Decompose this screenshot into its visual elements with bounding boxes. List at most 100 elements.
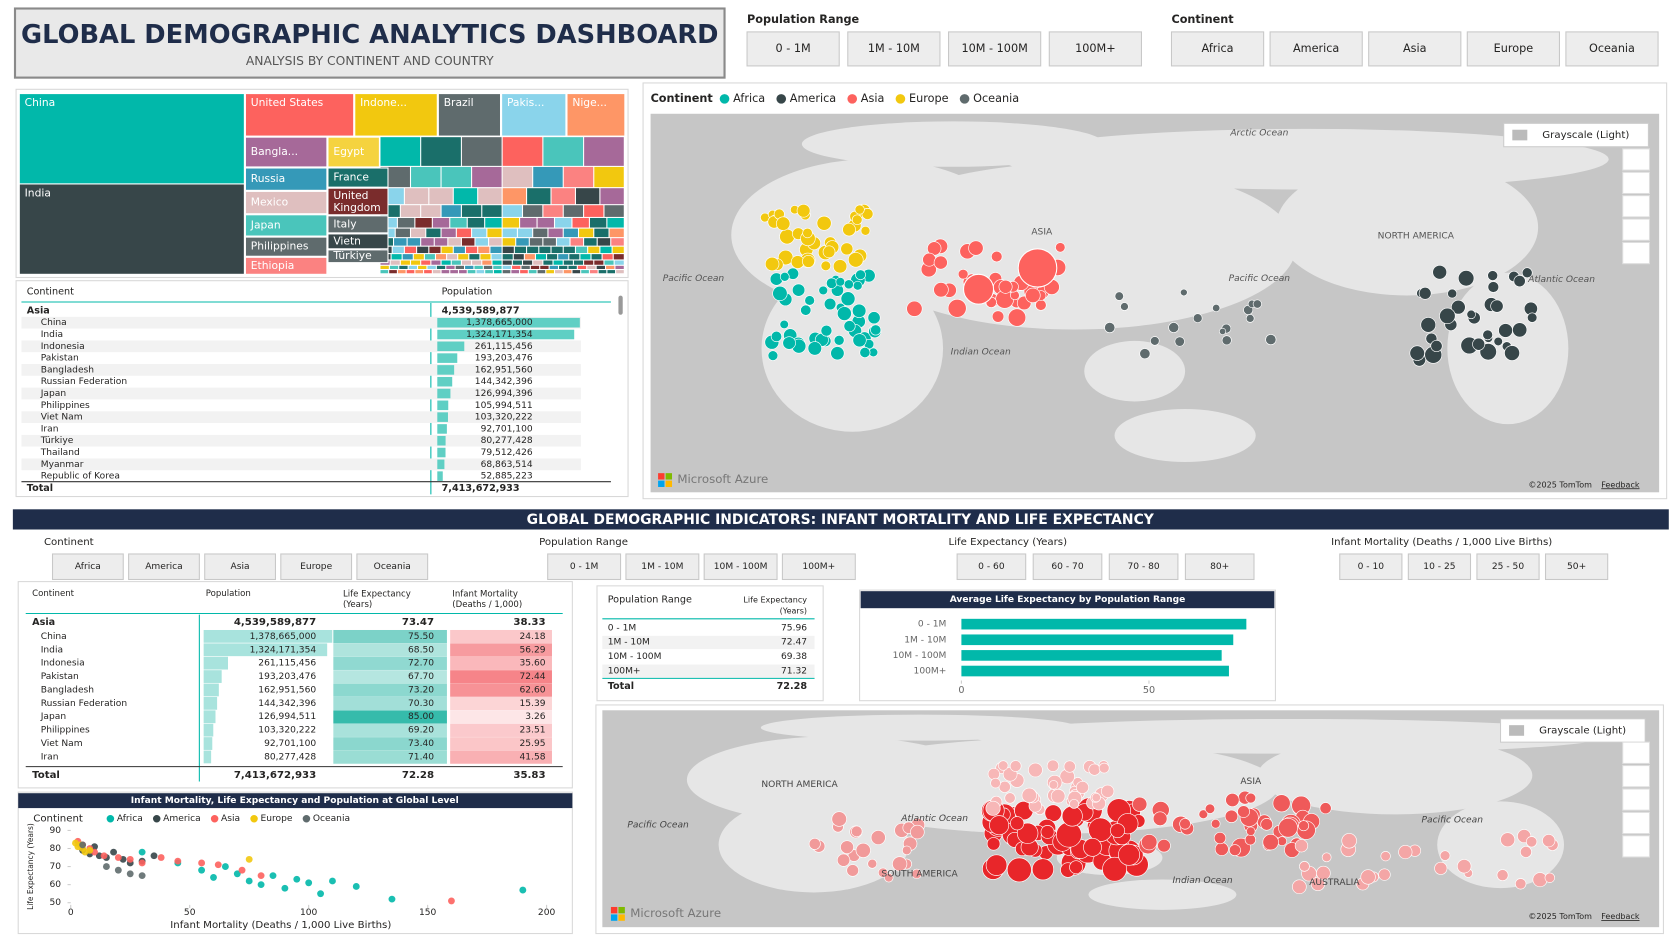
filter-button[interactable] (1170, 31, 1265, 67)
row-name: Pakistan (41, 354, 79, 364)
filter-button[interactable] (1368, 31, 1462, 67)
filter-option[interactable]: 10M - 100M (961, 42, 1027, 55)
map-feedback[interactable]: Feedback (1601, 480, 1640, 489)
filter-option[interactable]: America (1293, 42, 1339, 55)
map-control[interactable] (1622, 195, 1651, 218)
map-bubble (1513, 275, 1526, 288)
map-control[interactable] (1622, 241, 1651, 265)
brand-logo (618, 906, 625, 914)
filter-option[interactable]: Africa (1202, 42, 1234, 55)
filter-button[interactable] (625, 553, 700, 581)
filter-option[interactable]: 10 - 25 (1423, 562, 1455, 572)
filter-option[interactable]: Europe (1494, 42, 1534, 55)
row-value: 70.30 (408, 699, 434, 709)
scatter-point (198, 859, 206, 867)
map-label: Indian Ocean (951, 347, 1011, 357)
banner-title: GLOBAL DEMOGRAPHIC INDICATORS: INFANT MO… (527, 512, 1155, 528)
filter-button[interactable] (1407, 553, 1472, 581)
map-style-label[interactable]: Grayscale (Light) (1542, 130, 1629, 141)
filter-button[interactable] (847, 31, 941, 67)
y-tick-label: 50 (49, 898, 61, 908)
map-feedback[interactable]: Feedback (1601, 912, 1640, 921)
map-land (760, 714, 1078, 741)
filter-option[interactable]: 10M - 100M (714, 562, 768, 572)
filter-button[interactable] (204, 553, 276, 581)
row-name: Iran (41, 424, 59, 434)
map-style-button[interactable] (1503, 122, 1649, 148)
filter-option[interactable]: 100M+ (1075, 42, 1116, 55)
filter-option[interactable]: 0 - 60 (978, 562, 1005, 572)
filter-button[interactable] (1108, 553, 1179, 581)
map-bubble (855, 842, 871, 858)
infant-mortality-cell (450, 723, 552, 737)
filter-button[interactable] (1184, 553, 1255, 581)
filter-button[interactable] (1466, 31, 1560, 67)
map-style-button[interactable] (1499, 718, 1646, 743)
life-expectancy-cell (333, 723, 447, 737)
filter-button[interactable] (1565, 31, 1659, 67)
filter-button[interactable] (547, 553, 622, 581)
filter-option[interactable]: Asia (1403, 42, 1427, 55)
map-control[interactable] (1622, 811, 1651, 835)
filter-button[interactable] (956, 553, 1027, 581)
filter-option[interactable]: Europe (300, 562, 332, 572)
filter-option[interactable]: 80+ (1210, 562, 1229, 572)
filter-option[interactable]: 60 - 70 (1051, 562, 1083, 572)
filter-option[interactable]: Asia (231, 562, 250, 572)
filter-button[interactable] (51, 553, 124, 581)
map-control[interactable] (1622, 741, 1651, 764)
filter-option[interactable]: 100M+ (802, 562, 835, 572)
treemap-label: Nige... (572, 96, 607, 109)
map-control[interactable] (1622, 218, 1651, 241)
map-bubble (1252, 299, 1262, 309)
filter-option[interactable]: 1M - 10M (868, 42, 920, 55)
legend-label: America (163, 814, 201, 824)
filter-button[interactable] (703, 553, 778, 581)
treemap-tile (581, 270, 589, 274)
scatter-point (519, 886, 527, 894)
filter-option[interactable]: America (145, 562, 183, 572)
map-style-label[interactable]: Grayscale (Light) (1539, 725, 1626, 736)
filter-option[interactable]: Oceania (374, 562, 411, 572)
filter-option[interactable]: 0 - 1M (776, 42, 811, 55)
filter-button[interactable] (948, 31, 1042, 67)
filter-button[interactable] (781, 553, 856, 581)
treemap-tile (524, 254, 535, 260)
map-bubble (1098, 762, 1110, 774)
filter-button[interactable] (1339, 553, 1403, 581)
filter-button[interactable] (1048, 31, 1142, 67)
filter-option[interactable]: 70 - 80 (1127, 562, 1159, 572)
treemap-tile (604, 260, 614, 265)
map-brand: Microsoft Azure (677, 472, 768, 486)
filter-button[interactable] (1544, 553, 1609, 581)
map-style-icon (1509, 725, 1525, 736)
map-bubble (947, 298, 967, 318)
filter-button[interactable] (1476, 553, 1540, 581)
filter-button[interactable] (1032, 553, 1103, 581)
map-bubble (1028, 762, 1043, 778)
filter-button[interactable] (1269, 31, 1363, 67)
map-bubble (832, 259, 848, 274)
life-expectancy-cell (333, 750, 447, 764)
filter-option[interactable]: Oceania (1589, 42, 1635, 55)
filter-option[interactable]: 0 - 1M (570, 562, 599, 572)
filter-option[interactable]: Africa (75, 562, 101, 572)
filter-option[interactable]: 25 - 50 (1492, 562, 1524, 572)
map-control[interactable] (1622, 788, 1651, 811)
map-control[interactable] (1622, 765, 1651, 788)
treemap-tile (597, 238, 611, 246)
treemap-tile (18, 183, 245, 275)
filter-button[interactable] (746, 31, 840, 67)
map-control[interactable] (1622, 171, 1651, 195)
filter-button[interactable] (280, 553, 353, 581)
treemap-tile (441, 166, 472, 188)
filter-option[interactable]: 1M - 10M (641, 562, 683, 572)
map-control[interactable] (1622, 835, 1651, 858)
map-bubble (1490, 299, 1504, 313)
filter-button[interactable] (128, 553, 200, 581)
filter-option[interactable]: 50+ (1567, 562, 1586, 572)
filter-option[interactable]: 0 - 10 (1358, 562, 1385, 572)
filter-button[interactable] (356, 553, 429, 581)
map-control[interactable] (1622, 148, 1651, 171)
life-expectancy-cell (333, 629, 447, 644)
